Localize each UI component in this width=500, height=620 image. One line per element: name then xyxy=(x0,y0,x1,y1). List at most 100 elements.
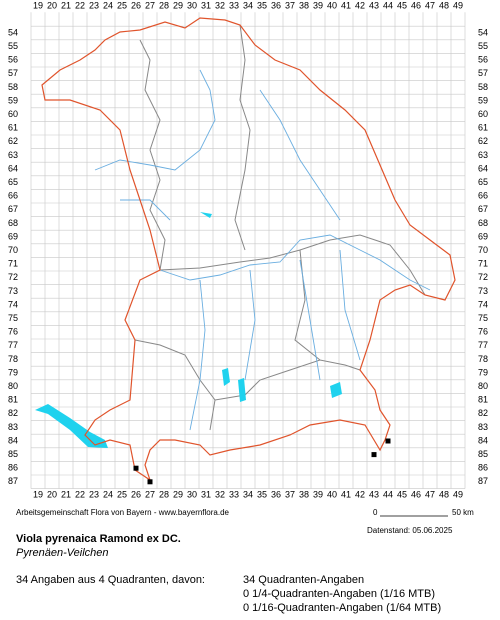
row-label: 67 xyxy=(478,204,488,214)
column-label: 32 xyxy=(215,0,225,10)
row-label: 61 xyxy=(478,123,488,133)
grid: 19 19 20 20 21 21 22 22 23 23 24 24 25 25 26 26 27 27 28 28… xyxy=(8,0,488,499)
occurrence-point xyxy=(133,465,139,471)
row-label: 81 xyxy=(478,395,488,405)
column-label: 46 xyxy=(411,0,421,10)
scale-end: 50 km xyxy=(452,508,474,517)
column-label: 40 xyxy=(327,489,337,499)
row-label: 72 xyxy=(478,272,488,282)
row-label: 79 xyxy=(478,367,488,377)
row-label: 73 xyxy=(478,286,488,296)
row-label: 87 xyxy=(478,476,488,486)
column-label: 39 xyxy=(313,0,323,10)
column-label: 27 xyxy=(145,0,155,10)
row-label: 73 xyxy=(8,286,18,296)
column-label: 46 xyxy=(411,489,421,499)
row-label: 57 xyxy=(478,68,488,78)
column-label: 28 xyxy=(159,489,169,499)
row-label: 80 xyxy=(8,381,18,391)
column-label: 28 xyxy=(159,0,169,10)
row-label: 63 xyxy=(478,150,488,160)
count-line: 34 Quadranten-Angaben xyxy=(243,574,364,586)
column-label: 49 xyxy=(453,0,463,10)
row-label: 58 xyxy=(8,82,18,92)
column-label: 43 xyxy=(369,0,379,10)
row-label: 68 xyxy=(478,218,488,228)
column-label: 29 xyxy=(173,0,183,10)
column-label: 37 xyxy=(285,489,295,499)
row-label: 68 xyxy=(8,218,18,228)
column-label: 38 xyxy=(299,0,309,10)
bavaria-outline xyxy=(41,17,456,482)
region-interior-borders xyxy=(134,24,426,431)
lake-constance xyxy=(35,404,108,448)
column-label: 30 xyxy=(187,0,197,10)
column-label: 45 xyxy=(397,0,407,10)
row-label: 71 xyxy=(478,259,488,269)
column-label: 42 xyxy=(355,489,365,499)
row-label: 74 xyxy=(478,299,488,309)
column-label: 35 xyxy=(257,489,267,499)
row-label: 56 xyxy=(8,55,18,65)
row-label: 63 xyxy=(8,150,18,160)
column-label: 27 xyxy=(145,489,155,499)
column-label: 23 xyxy=(89,0,99,10)
column-label: 20 xyxy=(47,489,57,499)
row-label: 71 xyxy=(8,259,18,269)
column-label: 26 xyxy=(131,0,141,10)
column-label: 24 xyxy=(103,0,113,10)
row-label: 54 xyxy=(8,27,18,37)
row-label: 87 xyxy=(8,476,18,486)
column-label: 33 xyxy=(229,489,239,499)
row-label: 84 xyxy=(8,435,18,445)
column-label: 35 xyxy=(257,0,267,10)
column-label: 44 xyxy=(383,0,393,10)
row-label: 80 xyxy=(478,381,488,391)
column-label: 31 xyxy=(201,489,211,499)
column-label: 45 xyxy=(397,489,407,499)
column-label: 25 xyxy=(117,489,127,499)
row-label: 85 xyxy=(8,449,18,459)
species-subtitle: Pyrenäen-Veilchen xyxy=(16,547,109,559)
row-label: 59 xyxy=(8,95,18,105)
column-label: 48 xyxy=(439,0,449,10)
row-label: 57 xyxy=(8,68,18,78)
points xyxy=(133,438,391,485)
row-label: 83 xyxy=(8,422,18,432)
row-label: 86 xyxy=(478,463,488,473)
column-label: 44 xyxy=(383,489,393,499)
column-label: 42 xyxy=(355,0,365,10)
row-label: 86 xyxy=(8,463,18,473)
row-label: 62 xyxy=(478,136,488,146)
column-label: 20 xyxy=(47,0,57,10)
row-label: 82 xyxy=(478,408,488,418)
column-label: 37 xyxy=(285,0,295,10)
occurrence-point xyxy=(147,479,153,485)
column-label: 47 xyxy=(425,0,435,10)
row-label: 78 xyxy=(8,354,18,364)
rivers xyxy=(94,69,431,431)
row-label: 64 xyxy=(478,163,488,173)
column-label: 47 xyxy=(425,489,435,499)
count-line: 0 1/4-Quadranten-Angaben (1/16 MTB) xyxy=(243,588,435,600)
row-label: 60 xyxy=(478,109,488,119)
column-label: 32 xyxy=(215,489,225,499)
occurrence-point xyxy=(385,438,391,444)
column-label: 26 xyxy=(131,489,141,499)
row-label: 66 xyxy=(478,191,488,201)
row-label: 82 xyxy=(8,408,18,418)
column-label: 49 xyxy=(453,489,463,499)
column-label: 19 xyxy=(33,0,43,10)
row-label: 85 xyxy=(478,449,488,459)
date: Datenstand: 05.06.2025 xyxy=(367,526,453,535)
column-label: 22 xyxy=(75,489,85,499)
row-label: 77 xyxy=(478,340,488,350)
column-label: 43 xyxy=(369,489,379,499)
row-label: 65 xyxy=(478,177,488,187)
column-label: 40 xyxy=(327,0,337,10)
row-label: 78 xyxy=(478,354,488,364)
column-label: 29 xyxy=(173,489,183,499)
row-label: 79 xyxy=(8,367,18,377)
column-label: 21 xyxy=(61,0,71,10)
